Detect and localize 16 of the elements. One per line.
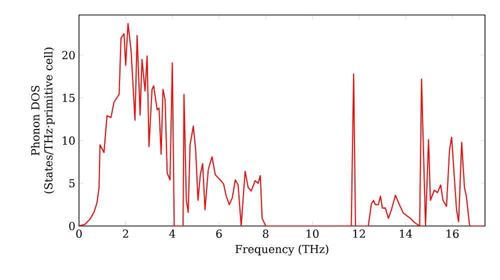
x-tick-label: 4 [169,230,176,238]
y-tick-label: 20 [62,50,75,60]
x-tick-label: 12 [353,230,365,238]
x-tick-label: 14 [400,230,412,238]
x-axis-title: Frequency (THz) [235,244,328,256]
x-tick-label: 2 [122,230,128,238]
y-tick-label: 15 [62,94,75,102]
y-tick-label: 10 [62,136,75,145]
x-tick-label: 0 [76,230,82,238]
x-tick-label: 6 [216,230,222,238]
x-tick-label: 10 [306,230,319,238]
x-tick-label: 16 [446,230,459,238]
x-tick-label: 8 [262,230,268,238]
y-axis-title: Phonon DOS (States/THz·primitive cell) [30,48,55,194]
y-tick-label: 5 [69,179,75,188]
y-tick-label: 0 [69,222,75,230]
